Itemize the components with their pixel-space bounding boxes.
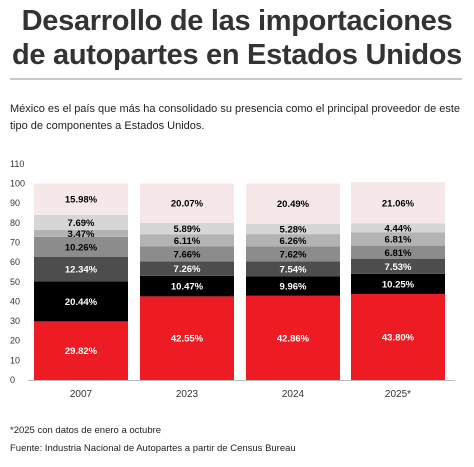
- bar-segment: [34, 183, 128, 215]
- stacked-bar-chart: 0 10 20 30 40 50 60 70 80 90 100 110 29.82% 20.44% 12.…: [10, 159, 455, 400]
- data-label: 20.49%: [277, 199, 310, 210]
- title-divider: [10, 78, 462, 80]
- footnote: *2025 con datos de enero a octubre: [10, 425, 162, 436]
- data-label: 7.26%: [174, 264, 201, 275]
- y-tick-label: 80: [10, 218, 20, 228]
- x-tick-label: 2024: [282, 389, 305, 400]
- data-label: 29.82%: [65, 346, 98, 357]
- bar-segment: [351, 258, 445, 274]
- data-label: 21.06%: [382, 198, 415, 209]
- bar-segment: [246, 261, 340, 277]
- bar-segment: [34, 256, 128, 282]
- bar-segment: [140, 234, 234, 247]
- y-tick-label: 0: [10, 375, 15, 385]
- data-label: 4.44%: [385, 223, 412, 234]
- bar-segment: [34, 214, 128, 231]
- x-tick-label: 2025*: [385, 389, 411, 400]
- data-label: 6.81%: [385, 248, 412, 259]
- x-tick-label: 2007: [70, 389, 93, 400]
- bar-segment: [140, 275, 234, 297]
- data-label: 6.11%: [174, 236, 201, 247]
- bar-segment: [140, 296, 234, 380]
- bar-segment: [246, 223, 340, 235]
- bar-segment: [351, 223, 445, 233]
- y-tick-label: 40: [10, 296, 20, 306]
- y-tick-label: 90: [10, 198, 20, 208]
- y-tick-label: 60: [10, 257, 20, 267]
- data-label: 5.28%: [280, 224, 307, 235]
- data-label: 7.54%: [280, 264, 307, 275]
- bar-segment: [34, 230, 128, 237]
- source-note: Fuente: Industria Nacional de Autopartes…: [10, 443, 296, 454]
- data-label: 20.44%: [65, 297, 98, 308]
- data-label: 7.62%: [280, 249, 307, 260]
- data-label: 6.26%: [280, 236, 307, 247]
- data-label: 42.86%: [277, 333, 310, 344]
- data-label: 7.53%: [385, 262, 412, 273]
- y-tick-label: 110: [10, 159, 24, 169]
- bar-segment: [246, 246, 340, 262]
- bar-segment: [140, 183, 234, 223]
- y-tick-label: 50: [10, 277, 20, 287]
- data-label: 10.47%: [171, 282, 204, 293]
- bar-segment: [246, 234, 340, 247]
- bar-segment: [34, 281, 128, 322]
- bar-segment: [246, 295, 340, 380]
- bar-segment: [351, 245, 445, 259]
- y-tick-label: 100: [10, 179, 25, 189]
- bar-segment: [351, 232, 445, 246]
- bar-segment: [351, 273, 445, 294]
- bar-segment: [140, 246, 234, 262]
- data-label: 15.98%: [65, 195, 98, 206]
- data-label: 42.55%: [171, 334, 204, 345]
- bar-segment: [140, 222, 234, 235]
- title-line-2: de autopartes en Estados Unidos: [12, 39, 462, 71]
- bar-segment: [246, 276, 340, 296]
- chart-subtitle: México es el país que más ha consolidado…: [10, 103, 461, 132]
- y-tick-label: 30: [10, 316, 20, 326]
- data-label: 20.07%: [171, 199, 204, 210]
- y-tick-label: 20: [10, 336, 20, 346]
- data-label: 6.81%: [385, 234, 412, 245]
- bar-segment: [34, 321, 128, 380]
- title-line-1: Desarrollo de las importaciones: [21, 5, 453, 37]
- data-label: 10.25%: [382, 279, 415, 290]
- bar-segment: [140, 261, 234, 276]
- bar-segment: [246, 183, 340, 224]
- data-label: 3.47%: [68, 229, 95, 240]
- data-label: 9.96%: [280, 281, 307, 292]
- data-label: 12.34%: [65, 265, 98, 276]
- data-label: 7.66%: [174, 250, 201, 261]
- data-label: 43.80%: [382, 332, 415, 343]
- y-tick-label: 70: [10, 237, 20, 247]
- y-tick-label: 10: [10, 355, 20, 365]
- data-label: 7.69%: [68, 218, 95, 229]
- data-label: 5.89%: [174, 224, 201, 235]
- bar-segment: [351, 293, 445, 380]
- chart-title: Desarrollo de las importaciones de autop…: [0, 4, 474, 72]
- bar-segment: [34, 236, 128, 257]
- bar-segment: [351, 182, 445, 224]
- x-tick-label: 2023: [176, 389, 199, 400]
- data-label: 10.26%: [65, 242, 98, 253]
